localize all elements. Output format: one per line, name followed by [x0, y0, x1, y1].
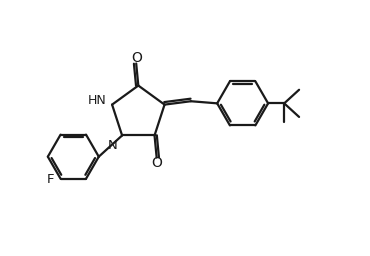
Text: O: O [131, 51, 142, 65]
Text: F: F [47, 173, 55, 186]
Text: O: O [151, 156, 162, 170]
Text: HN: HN [87, 94, 106, 107]
Text: N: N [108, 139, 118, 152]
